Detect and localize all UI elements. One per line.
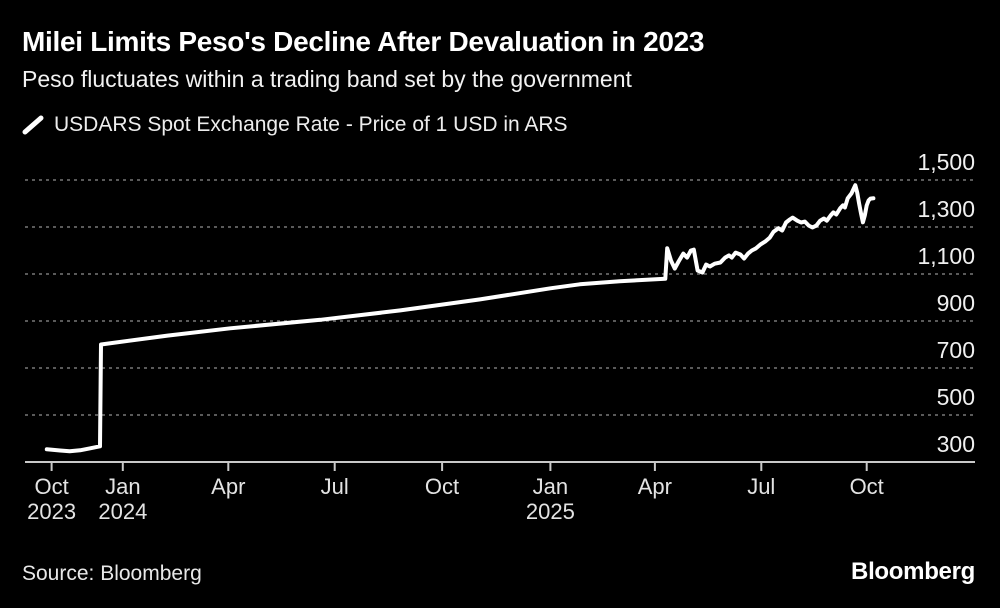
bloomberg-logo: Bloomberg [851, 558, 975, 585]
x-axis-label: Oct 2023 [7, 474, 97, 524]
x-axis-label-year: 2023 [27, 499, 77, 524]
x-axis-label-month: Jul [320, 474, 349, 499]
y-axis-label: 1,300 [917, 196, 975, 222]
x-axis-label: Jan 2024 [78, 474, 168, 524]
x-axis-label: Jul [290, 474, 380, 499]
y-axis-label: 1,500 [917, 149, 975, 175]
y-axis-label: 500 [936, 384, 975, 410]
x-axis-label: Oct [822, 474, 912, 499]
x-axis-label: Jan 2025 [505, 474, 595, 524]
x-axis-label-month: Jan [532, 474, 569, 499]
line-chart: 300 500 700 900 1,100 1,300 1,500 Oct 2023 Jan 202… [0, 140, 1000, 540]
y-axis-label: 900 [936, 290, 975, 316]
chart-subtitle: Peso fluctuates within a trading band se… [22, 66, 632, 92]
y-axis-label: 700 [936, 337, 975, 363]
source-note: Source: Bloomberg [22, 562, 202, 585]
x-axis-label: Oct [397, 474, 487, 499]
y-axis-label: 300 [936, 431, 975, 457]
x-axis-label-month: Apr [211, 474, 246, 499]
x-axis-label-month: Oct [34, 474, 69, 499]
y-axis-label: 1,100 [917, 243, 975, 269]
x-axis-label: Apr [610, 474, 700, 499]
series-line [44, 183, 876, 454]
legend-line-icon [22, 115, 44, 135]
x-axis-label-year: 2024 [98, 499, 148, 524]
legend: USDARS Spot Exchange Rate - Price of 1 U… [22, 113, 568, 137]
legend-label: USDARS Spot Exchange Rate - Price of 1 U… [54, 113, 568, 136]
x-axis-label-year: 2025 [525, 499, 575, 524]
x-axis-label-month: Jul [747, 474, 776, 499]
x-axis-label-month: Jan [105, 474, 141, 499]
x-axis-label: Jul [716, 474, 806, 499]
x-axis-label-month: Oct [849, 474, 884, 499]
x-axis-label-month: Oct [424, 474, 460, 499]
x-axis-label: Apr [183, 474, 273, 499]
chart-canvas [25, 179, 975, 471]
x-axis-label-month: Apr [637, 474, 672, 499]
chart-title: Milei Limits Peso's Decline After Devalu… [22, 26, 705, 57]
